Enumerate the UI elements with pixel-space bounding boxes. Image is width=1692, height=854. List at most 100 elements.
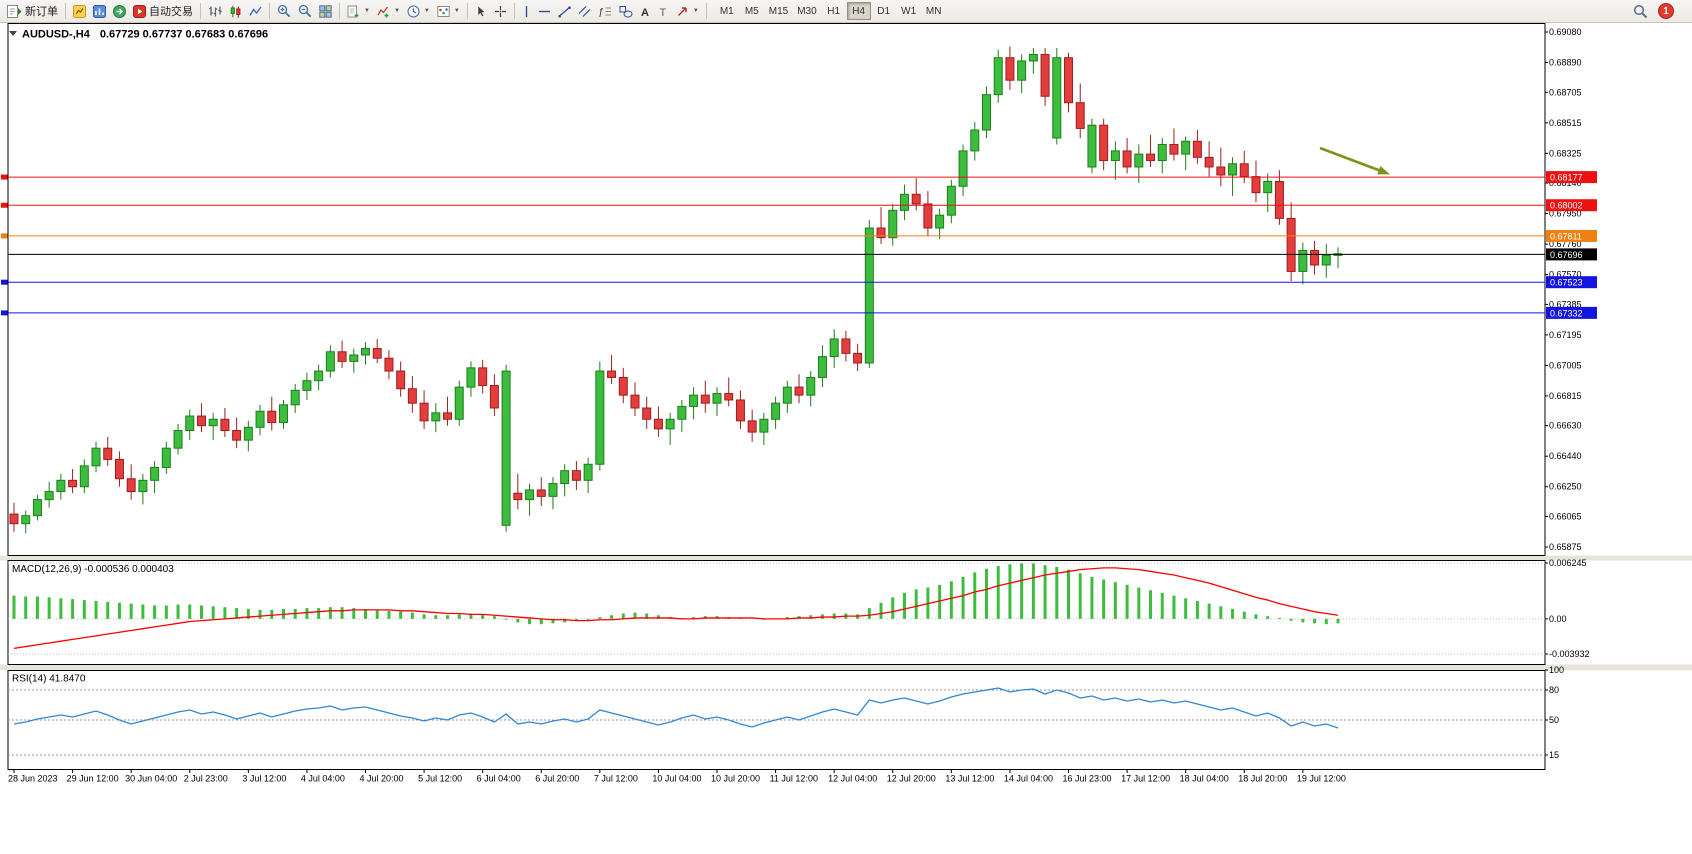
timeframe-h4[interactable]: H4 (846, 2, 871, 20)
charts-grid-button[interactable] (70, 1, 89, 21)
zoom-in-button[interactable] (274, 1, 294, 21)
tile-windows-button[interactable] (316, 1, 335, 21)
shapes-button[interactable] (616, 1, 636, 21)
new-order-label: 新订单 (25, 6, 58, 18)
toolbar-divider (200, 3, 201, 19)
chevron-down-icon: ▼ (453, 8, 460, 14)
market-watch-button[interactable] (90, 1, 109, 21)
toolbar: 新订单 自动交易 ▼ ▼ ▼ ▼ ƒ A T ▼ M1 M5 M15 M30 H… (0, 0, 1692, 23)
timeframe-w1[interactable]: W1 (897, 2, 921, 20)
new-order-icon (7, 4, 22, 18)
svg-text:2 Jul 23:00: 2 Jul 23:00 (184, 774, 228, 784)
svg-text:T: T (659, 7, 666, 18)
price-chart[interactable]: 0.69080 0.68890 0.68705 0.68515 0.68325 0.681… (0, 23, 1692, 849)
arrow-annotation[interactable] (1319, 146, 1390, 175)
svg-text:A: A (641, 7, 649, 18)
notification-badge[interactable]: 1 (1658, 3, 1674, 19)
search-button[interactable] (1630, 1, 1651, 21)
arrows-button[interactable]: ▼ (673, 1, 702, 21)
time-axis: 28 Jun 2023 29 Jun 12:00 30 Jun 04:00 2 Jul… (8, 769, 1346, 784)
crosshair-icon (494, 5, 507, 18)
svg-text:3 Jul 12:00: 3 Jul 12:00 (242, 774, 286, 784)
svg-text:30 Jun 04:00: 30 Jun 04:00 (125, 774, 177, 784)
horizontal-line-button[interactable] (535, 1, 554, 21)
line-chart-button[interactable] (246, 1, 265, 21)
svg-text:12 Jul 20:00: 12 Jul 20:00 (887, 774, 936, 784)
zoom-in-icon (277, 4, 291, 18)
timeframe-m1[interactable]: M1 (715, 2, 739, 20)
trendline-button[interactable] (555, 1, 574, 21)
chevron-down-icon: ▼ (393, 8, 400, 14)
svg-text:0.67385: 0.67385 (1549, 299, 1582, 309)
autotrading-icon (133, 4, 146, 18)
templates-icon (437, 5, 450, 18)
chart-window: 0.69080 0.68890 0.68705 0.68515 0.68325 0.681… (0, 23, 1692, 849)
svg-text:13 Jul 12:00: 13 Jul 12:00 (945, 774, 994, 784)
zoom-out-button[interactable] (295, 1, 315, 21)
svg-text:0.67696: 0.67696 (1550, 250, 1583, 260)
svg-text:14 Jul 04:00: 14 Jul 04:00 (1004, 774, 1053, 784)
search-icon (1633, 4, 1648, 19)
timeframe-mn[interactable]: MN (922, 2, 946, 20)
svg-text:0.006245: 0.006245 (1549, 558, 1587, 568)
equidistant-channel-icon (578, 5, 591, 18)
svg-text:0.69080: 0.69080 (1549, 27, 1582, 37)
svg-text:28 Jun 2023: 28 Jun 2023 (8, 774, 58, 784)
svg-text:10 Jul 04:00: 10 Jul 04:00 (652, 774, 701, 784)
timeframe-m30[interactable]: M30 (793, 2, 820, 20)
svg-text:17 Jul 12:00: 17 Jul 12:00 (1121, 774, 1170, 784)
svg-text:0.67332: 0.67332 (1550, 308, 1583, 318)
fibonacci-icon: ƒ (598, 5, 612, 18)
svg-text:12 Jul 04:00: 12 Jul 04:00 (828, 774, 877, 784)
svg-text:7 Jul 12:00: 7 Jul 12:00 (594, 774, 638, 784)
svg-text:0.67195: 0.67195 (1549, 330, 1582, 340)
text-label-button[interactable]: T (655, 1, 672, 21)
svg-text:80: 80 (1549, 685, 1559, 695)
trendline-icon (558, 5, 571, 18)
timeframe-toolbar: M1 M5 M15 M30 H1 H4 D1 W1 MN (715, 2, 946, 20)
timeframe-h1[interactable]: H1 (822, 2, 846, 20)
timeframe-d1[interactable]: D1 (872, 2, 896, 20)
periods-clock-icon (407, 5, 420, 18)
price-axis: 0.69080 0.68890 0.68705 0.68515 0.68325 0.681… (1545, 27, 1597, 552)
chevron-down-icon: ▼ (423, 8, 430, 14)
svg-text:10 Jul 20:00: 10 Jul 20:00 (711, 774, 760, 784)
navigator-icon (113, 4, 126, 18)
symbol-title: AUDUSD-,H4 0.67729 0.67737 0.67683 0.6769… (22, 29, 268, 41)
zoom-out-icon (298, 4, 312, 18)
indicators-button[interactable]: ▼ (374, 1, 403, 21)
svg-text:0.66250: 0.66250 (1549, 482, 1582, 492)
templates-button[interactable]: ▼ (434, 1, 463, 21)
text-icon: A (640, 5, 651, 18)
indicators-icon (377, 5, 390, 18)
candlestick-chart-button[interactable] (226, 1, 245, 21)
timeframe-m5[interactable]: M5 (740, 2, 764, 20)
svg-text:0.67523: 0.67523 (1550, 278, 1583, 288)
toolbar-divider (466, 3, 468, 19)
text-button[interactable]: A (637, 1, 654, 21)
autotrading-button[interactable]: 自动交易 (130, 1, 196, 21)
svg-text:0.68890: 0.68890 (1549, 58, 1582, 68)
periods-button[interactable]: ▼ (404, 1, 433, 21)
new-chart-button[interactable]: ▼ (344, 1, 373, 21)
charts-grid-icon (73, 4, 86, 18)
crosshair-button[interactable] (491, 1, 510, 21)
equidistant-channel-button[interactable] (575, 1, 594, 21)
timeframe-m15[interactable]: M15 (765, 2, 792, 20)
svg-text:0.66630: 0.66630 (1549, 421, 1582, 431)
collapse-triangle-icon[interactable] (9, 31, 17, 36)
main-panel (7, 23, 1546, 556)
svg-text:0.67811: 0.67811 (1550, 231, 1582, 241)
new-order-button[interactable]: 新订单 (4, 1, 61, 21)
svg-text:0.66815: 0.66815 (1549, 391, 1582, 401)
vertical-line-button[interactable] (519, 1, 534, 21)
navigator-button[interactable] (110, 1, 129, 21)
macd-signal-line (13, 567, 1339, 649)
svg-text:0.66440: 0.66440 (1549, 451, 1582, 461)
cursor-button[interactable] (472, 1, 490, 21)
svg-text:4 Jul 04:00: 4 Jul 04:00 (301, 774, 345, 784)
horizontal-lines[interactable] (1, 174, 1545, 316)
fibonacci-button[interactable]: ƒ (595, 1, 615, 21)
svg-text:0.68705: 0.68705 (1549, 87, 1582, 97)
bar-chart-button[interactable] (205, 1, 225, 21)
